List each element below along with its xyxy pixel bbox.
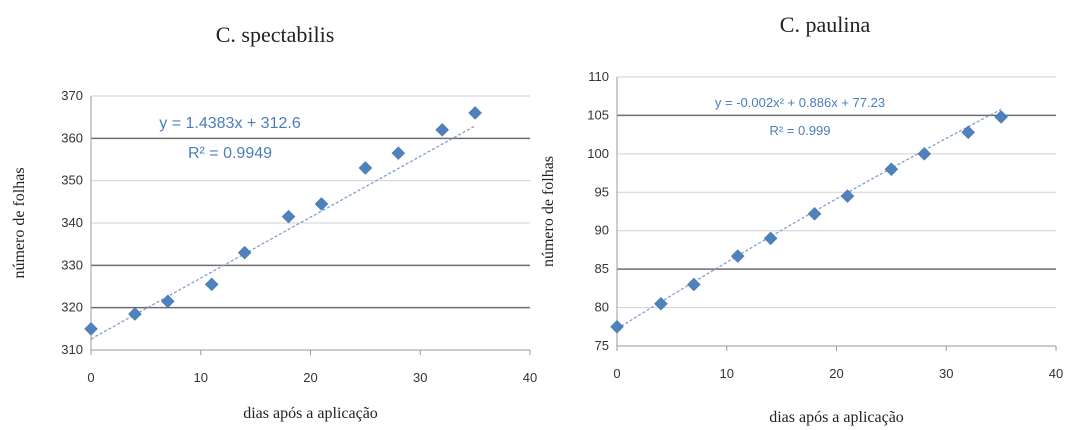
data-point (763, 231, 778, 246)
data-point (281, 209, 296, 224)
y-axis-title: número de folhas (11, 167, 28, 278)
data-point (204, 277, 219, 292)
y-tick-label: 330 (61, 257, 83, 272)
data-point (807, 206, 822, 221)
y-tick-label: 80 (595, 300, 609, 315)
y-tick-label: 350 (61, 173, 83, 188)
data-point (160, 294, 175, 309)
data-point (84, 321, 98, 336)
trendline (616, 108, 1002, 330)
data-point (961, 125, 976, 140)
chart-spectabilis: C. spectabilis 310 320 330 340 350 360 370 0 10 20… (11, 22, 537, 422)
chart-title: C. paulina (780, 12, 871, 37)
trendline-equation: y = 1.4383x + 312.6 (159, 115, 301, 132)
y-tick-label: 360 (61, 130, 83, 145)
y-axis-title: número de folhas (540, 156, 557, 267)
data-point (610, 319, 624, 334)
data-point (840, 189, 855, 203)
y-tick-label: 340 (61, 215, 83, 230)
data-point (314, 197, 329, 211)
y-tick-label: 85 (595, 261, 609, 276)
data-point (391, 146, 406, 161)
data-point (654, 296, 668, 311)
y-tick-label: 310 (61, 342, 83, 357)
data-point (128, 307, 142, 321)
y-tick-label: 90 (595, 223, 609, 238)
x-tick-label: 0 (613, 366, 620, 381)
y-tick-label: 105 (587, 107, 609, 122)
data-point (730, 249, 745, 263)
x-tick-label: 20 (829, 366, 843, 381)
x-tick-label: 30 (413, 370, 427, 385)
data-point (994, 110, 1008, 124)
x-axis-title: dias após a aplicação (243, 405, 378, 422)
y-tick-label: 370 (61, 88, 83, 103)
x-tick-label: 10 (720, 366, 734, 381)
chart-title: C. spectabilis (216, 22, 335, 47)
x-tick-label: 30 (939, 366, 953, 381)
data-point (237, 245, 252, 260)
trendline (90, 125, 476, 340)
data-point (435, 123, 450, 137)
trendline-equation: y = -0.002x² + 0.886x + 77.23 (715, 95, 885, 110)
chart-paulina: C. paulina 75 80 85 90 95 100 105 110 0 10 20 30 40 di… (540, 12, 1063, 426)
data-point (358, 161, 373, 175)
x-tick-label: 10 (194, 370, 208, 385)
data-point (686, 277, 701, 292)
y-tick-label: 95 (595, 184, 609, 199)
y-tick-label: 110 (588, 69, 609, 84)
x-tick-label: 40 (1049, 366, 1063, 381)
x-tick-label: 20 (303, 370, 317, 385)
x-tick-label: 40 (523, 370, 537, 385)
y-tick-label: 75 (595, 338, 609, 353)
r-squared-label: R² = 0.9949 (188, 145, 272, 162)
y-tick-label: 100 (587, 146, 609, 161)
x-axis-title: dias após a aplicação (769, 409, 904, 426)
r-squared-label: R² = 0.999 (769, 123, 830, 138)
data-point (917, 147, 932, 161)
data-point (468, 106, 482, 120)
y-tick-label: 320 (61, 300, 83, 315)
data-point (884, 162, 899, 177)
x-tick-label: 0 (87, 370, 94, 385)
